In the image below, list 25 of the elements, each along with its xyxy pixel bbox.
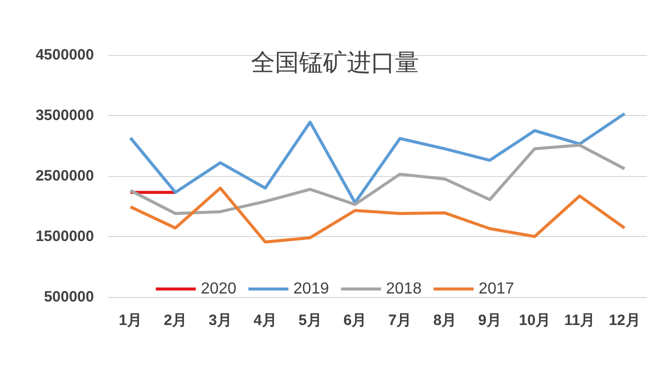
y-tick-label: 2500000 bbox=[36, 168, 94, 184]
x-tick-label: 4月 bbox=[254, 312, 277, 329]
y-tick-label: 3500000 bbox=[36, 107, 94, 124]
x-tick-label: 10月 bbox=[518, 312, 551, 329]
x-tick-label: 11月 bbox=[564, 312, 596, 329]
x-tick-label: 5月 bbox=[298, 312, 322, 329]
x-tick-label: 12月 bbox=[608, 312, 640, 329]
y-tick-label: 500000 bbox=[44, 288, 94, 306]
x-tick-label: 8月 bbox=[433, 312, 457, 329]
y-tick-label: 1500000 bbox=[36, 228, 94, 245]
x-tick-label: 6月 bbox=[343, 312, 367, 329]
x-tick-label: 1月 bbox=[118, 312, 142, 329]
legend-label: 2017 bbox=[478, 280, 514, 298]
legend-label: 2018 bbox=[386, 280, 422, 298]
chart-title: 全国锰矿进口量 bbox=[251, 50, 419, 76]
legend-label: 2019 bbox=[293, 280, 330, 298]
y-tick-label: 4500000 bbox=[36, 46, 94, 64]
x-tick-label: 9月 bbox=[478, 312, 502, 329]
x-tick-label: 7月 bbox=[388, 312, 412, 329]
line-series bbox=[128, 112, 626, 204]
line-series bbox=[128, 144, 626, 216]
x-tick-label: 2月 bbox=[164, 312, 188, 329]
legend-label: 2020 bbox=[200, 280, 237, 298]
line-series bbox=[128, 186, 626, 244]
x-tick-label: 3月 bbox=[208, 312, 232, 329]
